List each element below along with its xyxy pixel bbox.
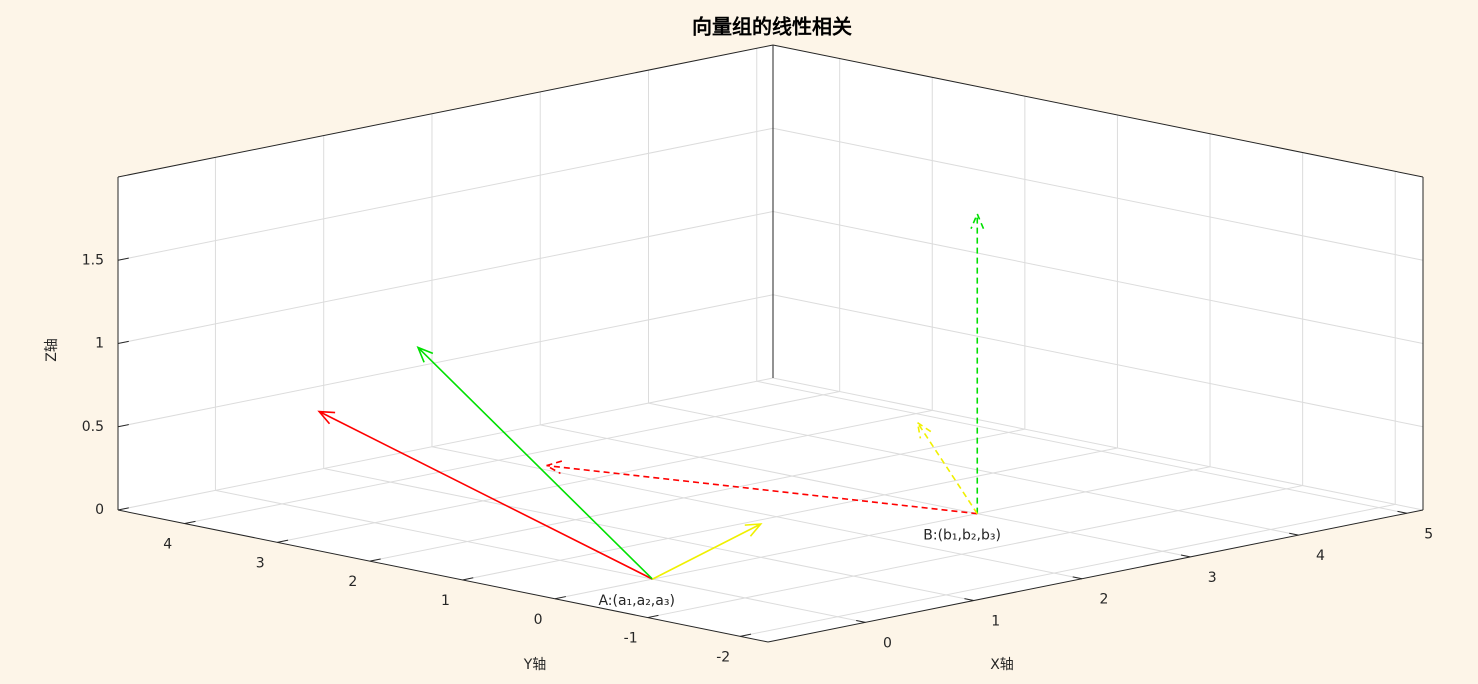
x-tick-label: 5 — [1424, 526, 1433, 542]
grid-line — [647, 485, 1303, 619]
tick-mark — [1289, 532, 1299, 536]
annotation: A:(a₁,a₂,a₃) — [598, 593, 674, 609]
tick-mark — [462, 577, 474, 581]
tick-mark — [117, 424, 129, 428]
tick-mark — [184, 520, 196, 525]
tick-mark — [117, 340, 129, 344]
grid-line — [554, 466, 1211, 600]
grid-line — [772, 294, 1424, 428]
tick-mark — [117, 257, 129, 261]
tick-mark — [740, 633, 752, 637]
tick-mark — [1180, 554, 1191, 558]
box-edge — [117, 509, 769, 643]
chart-title: 向量组的线性相关 — [692, 15, 852, 39]
tick-mark — [554, 596, 566, 600]
z-tick-label: 0.5 — [82, 419, 104, 435]
x-tick-label: 0 — [883, 635, 892, 651]
grid-line — [117, 294, 774, 428]
vector-arrow — [416, 346, 654, 580]
y-tick-label: 0 — [534, 612, 543, 628]
vector-arrow — [544, 460, 978, 515]
tick-mark — [117, 507, 129, 511]
y-tick-label: -2 — [716, 649, 730, 665]
x-axis-label: X轴 — [990, 657, 1014, 673]
y-tick-label: 2 — [348, 574, 357, 590]
grid-line — [215, 489, 866, 623]
grid-line — [277, 409, 933, 543]
grid-line — [756, 380, 1407, 514]
grid-line — [540, 424, 1191, 558]
vector-arrow — [652, 523, 763, 580]
grid-line — [117, 211, 774, 344]
vector-arrow — [916, 420, 978, 515]
grid-line — [462, 447, 1118, 581]
x-tick-label: 2 — [1100, 592, 1109, 608]
grid-line — [369, 428, 1025, 562]
grid-line — [772, 127, 1424, 261]
tick-mark — [1072, 576, 1083, 580]
box-edge — [767, 509, 1424, 643]
tick-mark — [964, 598, 974, 602]
grid-line — [772, 211, 1424, 344]
grid-line — [117, 377, 774, 511]
z-tick-label: 1 — [95, 336, 104, 352]
tick-mark — [369, 558, 381, 562]
tick-mark — [277, 539, 289, 543]
box-edge — [772, 44, 1424, 178]
tick-mark — [647, 614, 659, 619]
tick-mark — [1397, 510, 1407, 514]
x-tick-label: 4 — [1316, 548, 1325, 564]
y-axis-label: Y轴 — [523, 657, 547, 673]
annotation: B:(b₁,b₂,b₃) — [923, 528, 1001, 544]
y-tick-label: -1 — [624, 631, 638, 647]
x-tick-label: 1 — [991, 614, 1000, 630]
grid-line — [184, 391, 840, 525]
x-tick-label: 3 — [1208, 570, 1217, 586]
z-axis-label: Z轴 — [44, 338, 60, 362]
vector-arrow — [317, 410, 653, 580]
y-tick-label: 4 — [163, 537, 172, 553]
tick-mark — [856, 619, 866, 623]
grid-line — [772, 377, 1424, 511]
grid-line — [740, 503, 1396, 637]
y-tick-label: 3 — [256, 555, 265, 571]
grid-line — [323, 468, 974, 602]
z-tick-label: 0 — [95, 502, 104, 518]
grid-line — [648, 402, 1299, 536]
box-edge — [117, 44, 774, 178]
grid-line — [117, 127, 774, 261]
z-tick-label: 1.5 — [82, 252, 104, 268]
y-tick-label: 1 — [441, 593, 450, 609]
vector-arrow — [970, 211, 985, 514]
